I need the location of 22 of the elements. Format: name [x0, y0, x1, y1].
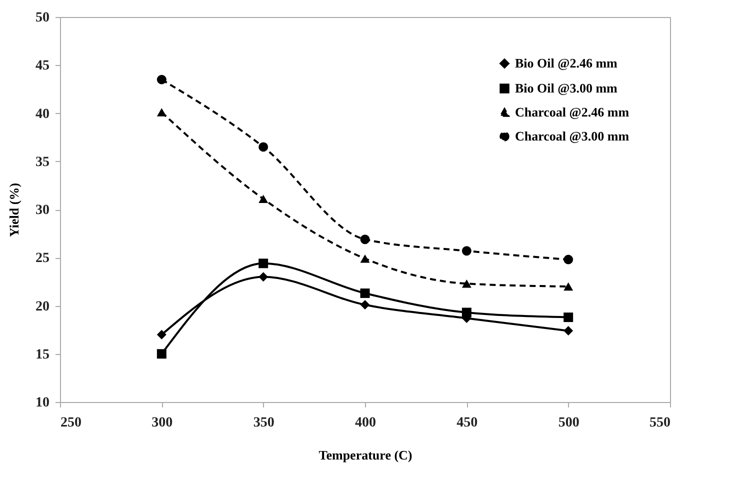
legend-label: Bio Oil @3.00 mm — [515, 80, 618, 96]
y-axis-title: Yield (%) — [6, 182, 22, 238]
y-tick-label: 25 — [36, 251, 50, 266]
x-tick-label: 300 — [152, 416, 173, 430]
x-axis-title: Temperature (C) — [318, 448, 412, 462]
x-tick-label: 500 — [558, 416, 580, 430]
legend-label: Charcoal @2.46 mm — [515, 104, 630, 120]
y-tick-label: 45 — [36, 58, 50, 74]
y-tick-label: 40 — [36, 106, 50, 122]
x-tick-label: 450 — [456, 416, 478, 430]
y-tick-label: 50 — [36, 10, 50, 26]
y-tick-label: 35 — [36, 154, 50, 170]
y-tick-label: 30 — [36, 203, 50, 218]
x-tick-label: 350 — [253, 416, 274, 430]
legend-label: Bio Oil @2.46 mm — [515, 56, 618, 70]
x-tick-label: 550 — [650, 416, 670, 430]
y-tick-label: 10 — [36, 396, 50, 410]
x-tick-label: 250 — [60, 416, 82, 430]
y-tick-label: 15 — [36, 347, 50, 362]
y-tick-label: 20 — [36, 299, 50, 314]
x-tick-label: 400 — [355, 416, 376, 430]
legend-label: Charcoal @3.00 mm — [515, 128, 630, 144]
